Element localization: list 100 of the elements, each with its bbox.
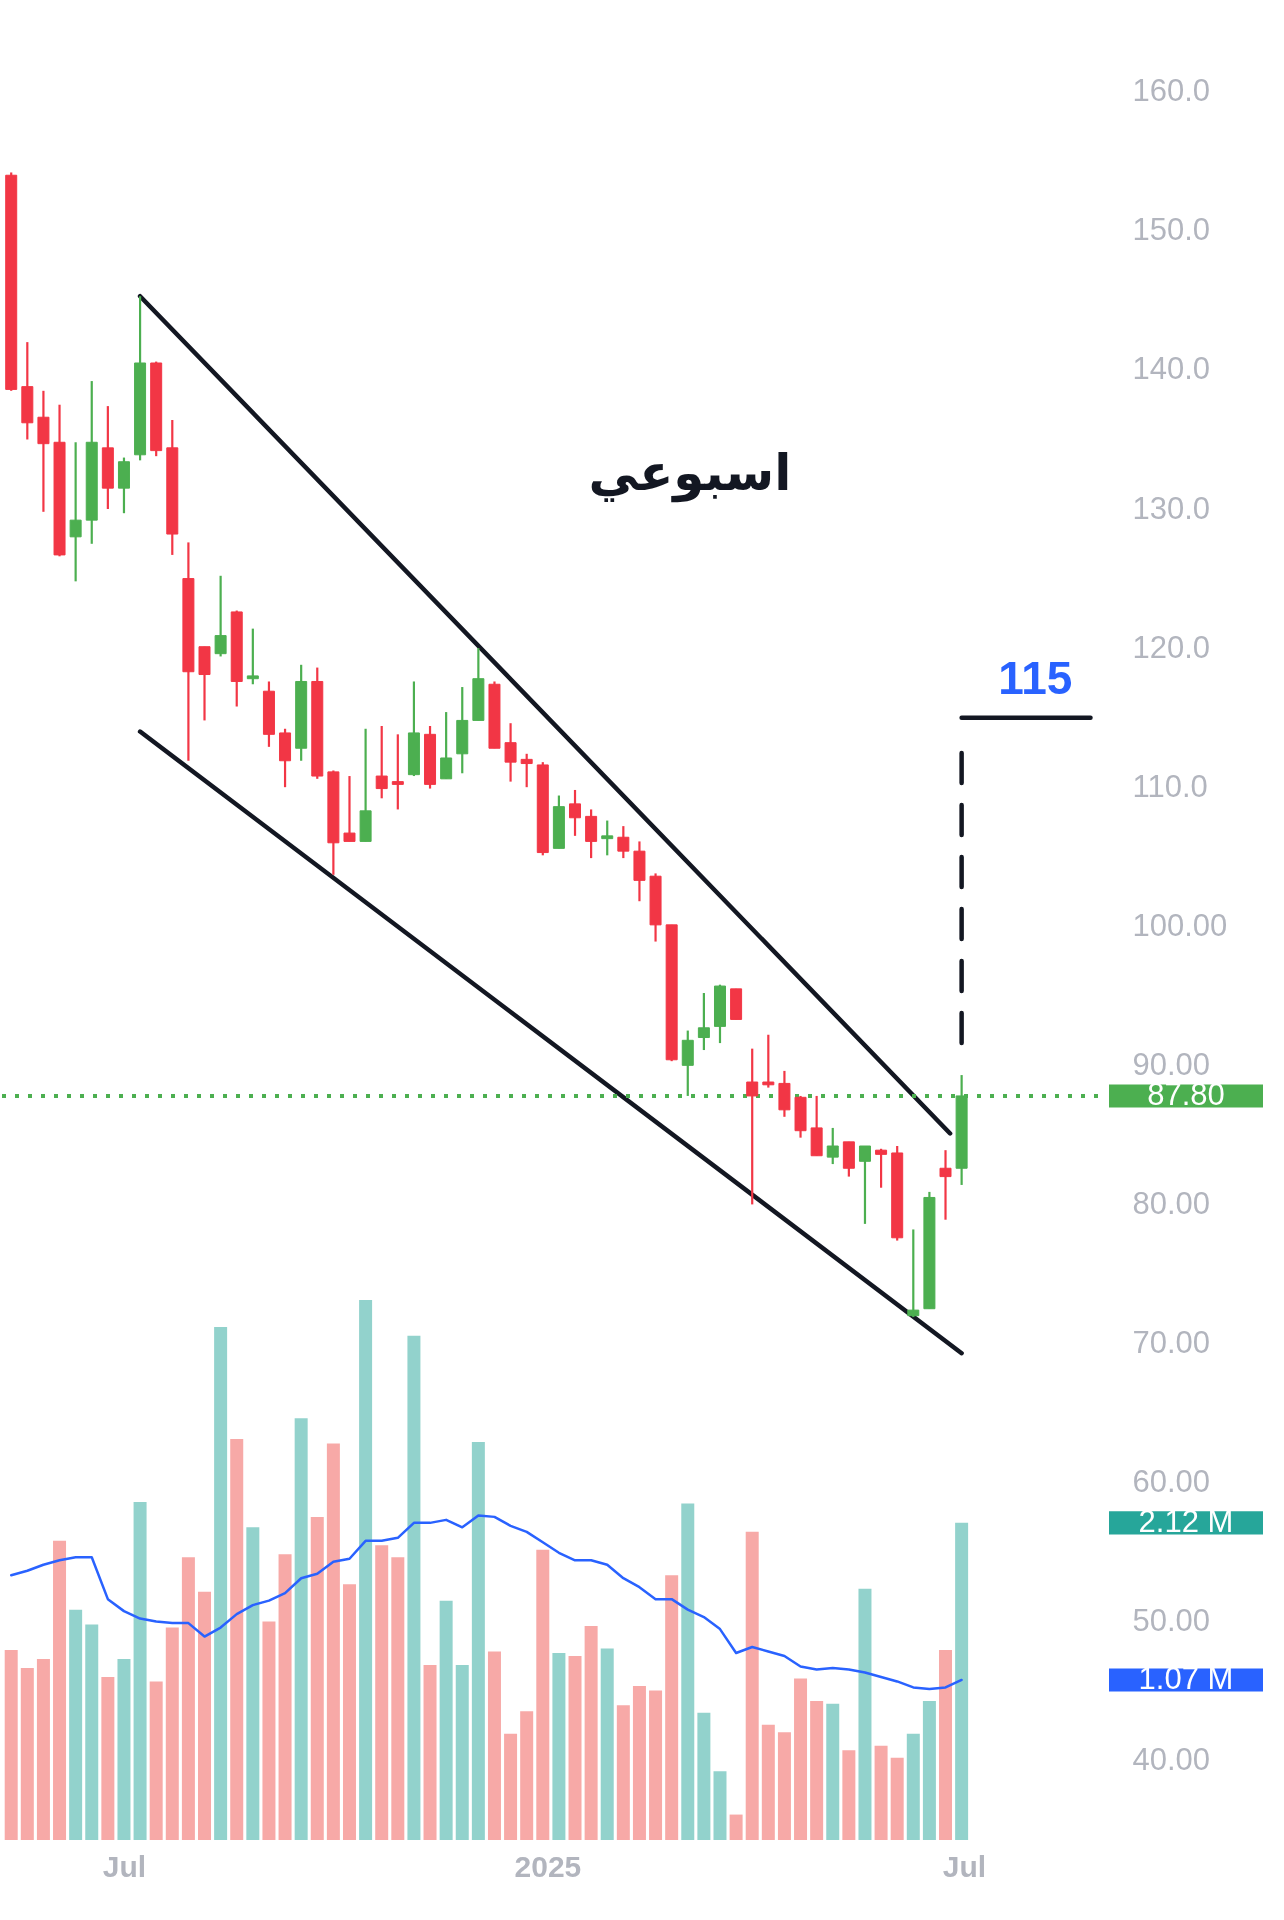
bar — [777, 1732, 791, 1840]
bar — [632, 1685, 646, 1840]
bar — [294, 1418, 308, 1840]
bar — [681, 1503, 695, 1840]
bar — [745, 1531, 759, 1840]
annotation: اسبوعي — [588, 444, 792, 503]
annotation: 115 — [998, 651, 1073, 704]
bar — [53, 1540, 67, 1840]
bar — [246, 1527, 260, 1840]
bar — [600, 1648, 614, 1840]
bar — [858, 1588, 872, 1840]
bar — [697, 1712, 711, 1840]
y-tick-label: 70.00 — [1132, 1324, 1211, 1360]
bar — [649, 1690, 663, 1840]
bar — [455, 1664, 469, 1840]
x-tick-label: Jul — [102, 1849, 147, 1883]
x-tick-label: 2025 — [514, 1849, 582, 1883]
bar — [504, 1733, 518, 1840]
bar — [117, 1658, 131, 1840]
bar — [326, 1443, 340, 1840]
candlestick — [746, 1047, 759, 1206]
bar — [568, 1656, 582, 1840]
y2-tick-label: 2.12 M — [1138, 1503, 1234, 1539]
bar — [536, 1549, 550, 1840]
bar — [36, 1658, 50, 1840]
bar — [133, 1501, 147, 1840]
y-tick-label: 120.0 — [1132, 629, 1211, 665]
bar — [584, 1626, 598, 1840]
bar — [262, 1621, 276, 1840]
candlestick — [601, 819, 614, 857]
candlestick — [762, 1033, 775, 1089]
bar — [20, 1667, 34, 1840]
bar — [214, 1326, 228, 1840]
bar — [794, 1678, 808, 1840]
bar — [922, 1700, 936, 1840]
candlestick — [697, 991, 710, 1052]
candlestick — [858, 1144, 871, 1225]
bar — [842, 1750, 856, 1840]
y-tick-label: 80.00 — [1132, 1185, 1211, 1221]
bar — [230, 1439, 244, 1840]
candlestick — [826, 1126, 839, 1166]
bar — [552, 1653, 566, 1840]
y-tick-label: 160.0 — [1132, 73, 1211, 109]
bar — [4, 1650, 18, 1840]
candlestick — [617, 825, 630, 860]
bar — [375, 1545, 389, 1840]
bar — [665, 1575, 679, 1840]
bar — [278, 1554, 292, 1840]
bar — [616, 1705, 630, 1840]
bar — [939, 1650, 953, 1840]
bar — [407, 1335, 421, 1840]
bar — [471, 1442, 485, 1840]
bar — [826, 1703, 840, 1840]
bar — [149, 1681, 163, 1840]
bar — [165, 1627, 179, 1840]
bar — [342, 1584, 356, 1840]
bar — [85, 1624, 99, 1840]
candlestick — [569, 788, 582, 837]
line-series — [9, 1514, 963, 1691]
candlestick — [343, 774, 356, 843]
y-tick-label: 60.00 — [1132, 1464, 1211, 1500]
candlestick — [69, 441, 82, 583]
candlestick — [907, 1228, 920, 1319]
y-tick-label: 90.00 — [1132, 1046, 1211, 1082]
bar — [906, 1733, 920, 1840]
candlestick — [375, 724, 388, 800]
bar — [69, 1609, 83, 1840]
bar — [181, 1557, 195, 1840]
bar — [391, 1557, 405, 1840]
bar — [359, 1299, 373, 1840]
candlestick — [939, 1149, 952, 1221]
x-tick-label: Jul — [942, 1849, 987, 1883]
bar — [955, 1522, 969, 1840]
bar — [810, 1700, 824, 1840]
bar — [487, 1651, 501, 1840]
y-tick-label: 140.0 — [1132, 351, 1211, 387]
candlestick — [520, 752, 533, 789]
candlestick — [214, 574, 227, 658]
candlestick — [246, 627, 259, 686]
y-tick-label: 100.00 — [1132, 907, 1228, 943]
candlestick — [391, 733, 404, 811]
bar — [520, 1711, 534, 1840]
y-tick-label: 150.0 — [1132, 212, 1211, 248]
candlestick — [440, 710, 453, 780]
candlestick — [504, 722, 517, 783]
y-tick-label: 40.00 — [1132, 1742, 1211, 1778]
bar — [761, 1724, 775, 1840]
bar — [713, 1771, 727, 1840]
bar — [439, 1600, 453, 1840]
y-tick-label: 50.00 — [1132, 1603, 1211, 1639]
bar — [198, 1591, 212, 1840]
bar — [423, 1664, 437, 1840]
y-tick-label: 110.0 — [1132, 768, 1208, 804]
bar — [874, 1745, 888, 1840]
bar — [729, 1814, 743, 1840]
bar — [310, 1516, 324, 1840]
candlestick — [875, 1147, 888, 1189]
bar — [101, 1676, 115, 1840]
bar — [890, 1757, 904, 1840]
y-tick-label: 130.0 — [1132, 490, 1211, 526]
